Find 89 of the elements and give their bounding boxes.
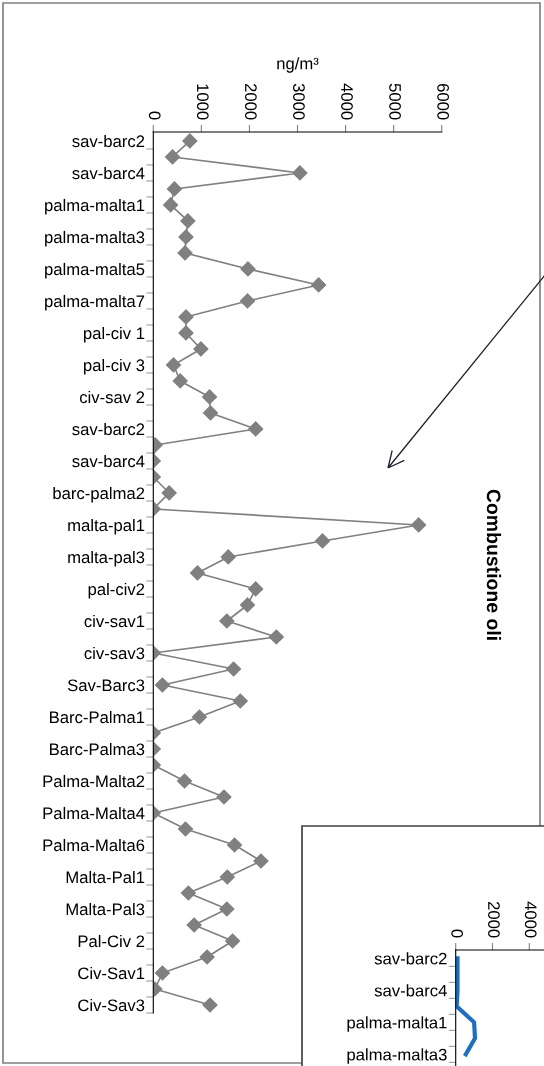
y-tick-label: pal-civ 1 bbox=[83, 326, 145, 343]
point bbox=[240, 261, 256, 277]
point bbox=[226, 837, 243, 853]
point bbox=[176, 773, 193, 789]
point bbox=[202, 405, 219, 421]
point bbox=[163, 197, 179, 213]
point bbox=[182, 133, 198, 149]
point bbox=[225, 933, 241, 949]
point bbox=[292, 165, 308, 181]
y-tick-label: pal-civ 3 bbox=[83, 358, 145, 375]
y-tick-label: Civ-Sav3 bbox=[78, 998, 145, 1012]
y-tick-label: barc-palma2 bbox=[53, 486, 145, 503]
point bbox=[177, 245, 193, 261]
point bbox=[314, 533, 331, 549]
y-tick-label: Malta-Pal3 bbox=[66, 902, 145, 916]
point bbox=[189, 565, 206, 581]
x-axis-title: ng/m³ bbox=[277, 57, 319, 73]
y-tick-label: Malta-Pal1 bbox=[66, 870, 145, 884]
point bbox=[161, 485, 177, 501]
y-tick-label: palma-malta3 bbox=[45, 230, 145, 247]
text: Combustione oli bbox=[486, 489, 502, 640]
point bbox=[199, 949, 215, 965]
point bbox=[248, 581, 264, 597]
point bbox=[311, 277, 327, 293]
x-tick-label: 6000 bbox=[437, 83, 450, 120]
point bbox=[219, 869, 235, 885]
x-tick-label: 0 bbox=[451, 929, 464, 938]
point bbox=[178, 325, 194, 341]
point bbox=[180, 885, 196, 901]
x-tick-label: 5000 bbox=[389, 83, 401, 120]
y-tick-label: Palma-Malta4 bbox=[43, 806, 145, 820]
point bbox=[220, 549, 236, 565]
y-tick-label: Sav-Barc3 bbox=[67, 679, 145, 692]
point bbox=[232, 693, 248, 709]
x-tick-label: 2000 bbox=[244, 83, 257, 120]
y-tick-label: Barc-Palma3 bbox=[50, 742, 145, 756]
point bbox=[239, 597, 256, 613]
y-tick-label: civ-sav 2 bbox=[79, 390, 145, 404]
y-tick-label: Civ-Sav1 bbox=[78, 966, 145, 980]
point bbox=[219, 613, 235, 629]
point bbox=[193, 341, 209, 357]
x-tick-label: 4000 bbox=[341, 83, 353, 120]
point bbox=[178, 309, 194, 325]
point bbox=[226, 661, 242, 677]
x-tick-label: 1000 bbox=[196, 84, 209, 120]
y-tick-label: sav-barc4 bbox=[374, 984, 447, 997]
point bbox=[154, 677, 171, 693]
y-tick-label: malta-pal3 bbox=[68, 550, 145, 567]
point bbox=[253, 853, 269, 869]
point bbox=[201, 389, 218, 405]
y-tick-label: palma-malta1 bbox=[347, 1016, 447, 1032]
point bbox=[268, 629, 284, 645]
point bbox=[164, 149, 181, 165]
point bbox=[177, 821, 194, 837]
point bbox=[216, 789, 232, 805]
point bbox=[191, 709, 208, 725]
x-tick-label: 3000 bbox=[293, 83, 305, 120]
point bbox=[248, 421, 264, 437]
point bbox=[219, 901, 235, 917]
y-tick-label: sav-barc2 bbox=[72, 134, 145, 148]
y-tick-label: sav-barc2 bbox=[72, 422, 145, 436]
y-tick-label: malta-pal1 bbox=[68, 518, 145, 535]
x-tick-label: 4000 bbox=[524, 901, 537, 938]
y-tick-label: Pal-Civ 2 bbox=[78, 934, 145, 948]
y-tick-label: palma-malta3 bbox=[347, 1048, 447, 1064]
point bbox=[178, 229, 194, 245]
y-tick-label: palma-malta7 bbox=[45, 294, 145, 311]
y-tick-label: civ-sav1 bbox=[84, 614, 145, 628]
point bbox=[411, 517, 427, 533]
point bbox=[239, 293, 256, 309]
x-tick-label: 2000 bbox=[488, 901, 500, 938]
y-tick-label: Palma-Malta6 bbox=[43, 838, 145, 852]
y-tick-label: pal-civ2 bbox=[88, 582, 145, 599]
point bbox=[165, 357, 182, 373]
y-tick-label: palma-malta1 bbox=[45, 198, 145, 215]
y-tick-label: Palma-Malta2 bbox=[43, 774, 145, 788]
point bbox=[172, 373, 188, 389]
y-tick-label: civ-sav3 bbox=[84, 646, 145, 660]
y-tick-label: sav-barc2 bbox=[374, 952, 447, 965]
y-tick-label: sav-barc4 bbox=[72, 454, 145, 468]
y-tick-label: sav-barc4 bbox=[72, 166, 145, 180]
point bbox=[186, 917, 202, 933]
y-tick-label: palma-malta5 bbox=[45, 262, 145, 279]
y-tick-label: Barc-Palma1 bbox=[50, 710, 145, 724]
point bbox=[202, 997, 218, 1013]
point bbox=[180, 213, 196, 229]
x-tick-label: 0 bbox=[148, 111, 161, 120]
point bbox=[166, 181, 183, 197]
point bbox=[154, 965, 171, 981]
